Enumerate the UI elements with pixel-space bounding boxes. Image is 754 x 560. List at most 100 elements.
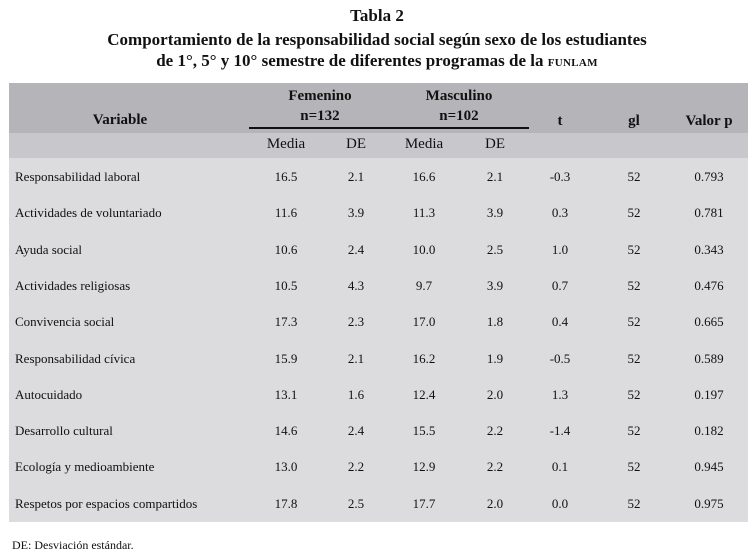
cell-variable: Desarrollo cultural [15,423,113,439]
cell-t: -1.4 [549,423,571,439]
cell-gl: 52 [627,423,641,439]
table-caption-title: Comportamiento de la responsabilidad soc… [107,30,647,49]
cell-gl: 52 [627,205,641,221]
table-row: Desarrollo cultural 14.6 2.4 15.5 2.2 -1.4 52 0… [9,412,748,448]
cell-de-femenino: 2.5 [347,495,365,511]
cell-media-masculino: 16.2 [412,350,436,366]
header-t: t [557,113,563,129]
cell-t: 0.4 [551,314,569,330]
cell-media-femenino: 13.0 [274,459,298,475]
subheader-de-masculino: DE [485,136,505,152]
caption-institution: FUNLAM [547,57,598,69]
cell-de-femenino: 4.3 [347,277,365,293]
cell-gl: 52 [627,169,641,184]
cell-de-masculino: 2.0 [486,386,504,402]
table-subheader [9,133,748,158]
cell-variable: Actividades de voluntariado [15,205,162,221]
cell-valor-p: 0.975 [694,495,724,511]
cell-gl: 52 [627,314,641,330]
cell-media-femenino: 17.8 [274,495,298,511]
cell-t: 0.7 [551,277,569,293]
cell-media-masculino: 12.4 [412,386,436,402]
cell-de-femenino: 3.9 [347,205,365,221]
cell-de-femenino: 2.3 [347,314,365,330]
cell-de-masculino: 1.9 [486,350,504,366]
cell-media-femenino: 10.6 [274,241,298,257]
cell-media-femenino: 11.6 [274,205,298,221]
cell-t: 1.3 [551,386,569,402]
cell-media-masculino: 12.9 [412,459,436,475]
subheader-media-femenino: Media [266,136,306,152]
cell-valor-p: 0.665 [694,314,724,330]
cell-variable: Responsabilidad cívica [15,350,136,366]
cell-media-masculino: 15.5 [412,423,436,439]
cell-media-masculino: 16.6 [412,169,436,184]
cell-variable: Respetos por espacios compartidos [15,495,198,511]
cell-gl: 52 [627,241,641,257]
header-valor-p: Valor p [685,113,733,129]
cell-valor-p: 0.476 [694,277,724,293]
header-gl: gl [628,113,640,129]
cell-variable: Convivencia social [15,314,115,330]
cell-de-masculino: 3.9 [486,277,504,293]
table-row: Autocuidado 13.1 1.6 12.4 2.0 1.3 52 0.197 [9,376,748,412]
cell-t: 0.1 [551,459,569,475]
table-caption-number: Tabla 2 [350,6,404,25]
cell-media-masculino: 11.3 [412,205,436,221]
table-row: Actividades religiosas 10.5 4.3 9.7 3.9 0.7 52… [9,267,748,303]
cell-media-masculino: 17.0 [412,314,436,330]
cell-variable: Autocuidado [15,386,83,402]
cell-valor-p: 0.781 [694,205,724,221]
cell-media-femenino: 17.3 [274,314,298,330]
cell-de-masculino: 3.9 [486,205,504,221]
cell-media-femenino: 10.5 [274,277,298,293]
table-row: Responsabilidad laboral 16.5 2.1 16.6 2.1 -0.… [9,158,748,194]
header-masculino: Masculino [425,88,493,104]
subheader-media-masculino: Media [404,136,444,152]
cell-media-masculino: 10.0 [412,241,436,257]
table-row: Responsabilidad cívica 15.9 2.1 16.2 1.9 -0.5… [9,340,748,376]
cell-de-femenino: 2.1 [347,169,365,184]
table-footnote: DE: Desviación estándar. [12,538,134,552]
header-masculino-n: n=102 [439,108,479,124]
cell-t: 0.0 [551,495,569,511]
cell-gl: 52 [627,277,641,293]
cell-t: 0.3 [551,205,569,221]
header-femenino: Femenino [288,88,352,104]
header-group-rule [249,127,529,129]
cell-de-femenino: 1.6 [347,386,365,402]
cell-valor-p: 0.589 [694,350,724,366]
cell-de-femenino: 2.2 [347,459,365,475]
cell-de-masculino: 2.0 [486,495,504,511]
cell-de-masculino: 1.8 [486,314,504,330]
table-row: Convivencia social 17.3 2.3 17.0 1.8 0.4 52 0.6… [9,303,748,339]
table-row: Respetos por espacios compartidos 17.8 2.5… [9,485,748,521]
cell-gl: 52 [627,386,641,402]
header-variable: Variable [92,112,148,128]
cell-t: -0.3 [549,169,571,184]
cell-valor-p: 0.182 [694,423,724,439]
cell-de-masculino: 2.1 [486,169,504,184]
cell-gl: 52 [627,350,641,366]
cell-de-femenino: 2.1 [347,350,365,366]
cell-de-femenino: 2.4 [347,241,365,257]
cell-media-femenino: 14.6 [274,423,298,439]
data-table: Variable Femenino n=132 Masculino n=102 … [9,83,748,522]
table-row: Actividades de voluntariado 11.6 3.9 11.3 3.… [9,194,748,230]
cell-gl: 52 [627,495,641,511]
cell-valor-p: 0.793 [694,169,724,184]
table-caption-subtitle: de 1°, 5° y 10° semestre de diferentes p… [0,51,754,71]
cell-valor-p: 0.343 [694,241,724,257]
cell-media-femenino: 16.5 [274,169,298,184]
cell-variable: Ayuda social [15,241,83,257]
cell-t: 1.0 [551,241,569,257]
cell-de-masculino: 2.2 [486,459,504,475]
cell-media-femenino: 13.1 [274,386,298,402]
header-femenino-n: n=132 [300,108,340,124]
subheader-de-femenino: DE [346,136,366,152]
cell-valor-p: 0.945 [694,459,724,475]
cell-gl: 52 [627,459,641,475]
table-row: Ecología y medioambiente 13.0 2.2 12.9 2.2 0.… [9,448,748,484]
cell-de-masculino: 2.5 [486,241,504,257]
table-row: Ayuda social 10.6 2.4 10.0 2.5 1.0 52 0.343 [9,231,748,267]
